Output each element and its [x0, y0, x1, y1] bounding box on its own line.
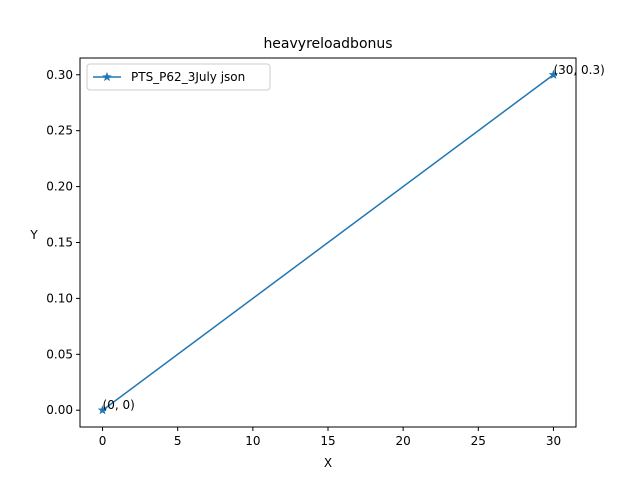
y-tick-label: 0.10 — [46, 291, 73, 305]
x-tick-label: 20 — [396, 434, 411, 448]
point-annotation: (0, 0) — [103, 398, 135, 412]
y-axis-ticks: 0.00 0.05 0.10 0.15 0.20 0.25 0.30 — [46, 68, 80, 417]
y-tick-label: 0.15 — [46, 236, 73, 250]
x-axis-ticks: 0 5 10 15 20 25 30 — [99, 427, 561, 448]
y-axis-title: Y — [29, 228, 38, 242]
x-tick-label: 25 — [471, 434, 486, 448]
y-tick-label: 0.30 — [46, 68, 73, 82]
chart-title: heavyreloadbonus — [263, 36, 392, 52]
legend-box — [86, 63, 271, 91]
x-tick-label: 15 — [320, 434, 335, 448]
y-tick-label: 0.05 — [46, 347, 73, 361]
annotation-layer: (0, 0) (30, 0.3) — [103, 63, 605, 412]
x-axis-title: X — [324, 456, 332, 470]
data-point-star — [97, 405, 108, 415]
x-tick-label: 0 — [99, 434, 107, 448]
x-tick-label: 30 — [546, 434, 561, 448]
x-tick-label: 5 — [174, 434, 182, 448]
y-tick-label: 0.20 — [46, 180, 73, 194]
y-tick-label: 0.25 — [46, 124, 73, 138]
point-annotation: (30, 0.3) — [553, 63, 604, 77]
series-layer — [97, 69, 559, 415]
legend: PTS_P62_3July json — [86, 63, 271, 91]
series-line — [102, 74, 554, 411]
y-tick-label: 0.00 — [46, 403, 73, 417]
x-tick-label: 10 — [245, 434, 260, 448]
data-point-star — [548, 69, 559, 79]
legend-label: PTS_P62_3July json — [131, 70, 245, 84]
legend-star-marker — [102, 71, 112, 82]
